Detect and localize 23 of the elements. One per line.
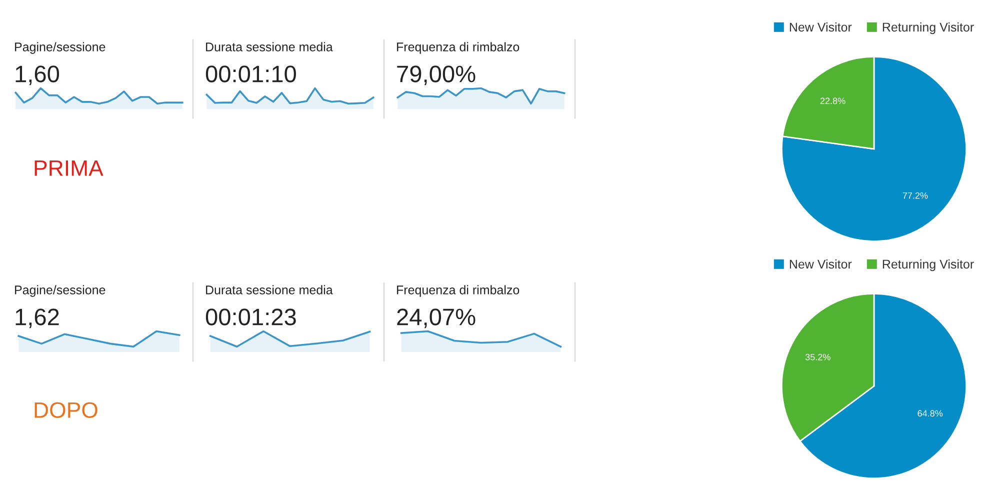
- chart-title: Pagine/sessione: [15, 285, 106, 297]
- pie-slice: [781, 56, 967, 242]
- chart-subtitle: 79,00%: [397, 66, 476, 86]
- legend-label: New Visitor: [790, 22, 852, 32]
- chart-subtitle: 1,60: [16, 66, 60, 86]
- legend-label: Returning Visitor: [882, 22, 974, 34]
- chart-title: Durata sessione media: [206, 42, 333, 52]
- legend-label: New Visitor: [790, 259, 852, 269]
- data-label: 22.8%: [820, 98, 846, 104]
- chart-title: Frequenza di rimbalzo: [397, 285, 520, 297]
- data-label: 64.8%: [918, 410, 943, 417]
- chart-subtitle: 24,07%: [397, 308, 476, 328]
- chart-title: Pagine/sessione: [15, 42, 106, 54]
- data-label: 77.2%: [902, 192, 928, 199]
- text: PRIMA: [34, 160, 104, 176]
- chart-title: Frequenza di rimbalzo: [397, 42, 520, 54]
- data-label: 35.2%: [805, 354, 830, 360]
- chart-subtitle: 00:01:10: [206, 66, 296, 82]
- chart-subtitle: 00:01:23: [206, 308, 296, 326]
- chart-title: Durata sessione media: [206, 285, 333, 294]
- text: DOPO: [34, 402, 98, 418]
- legend-label: Returning Visitor: [882, 259, 974, 272]
- chart-subtitle: 1,62: [16, 308, 59, 328]
